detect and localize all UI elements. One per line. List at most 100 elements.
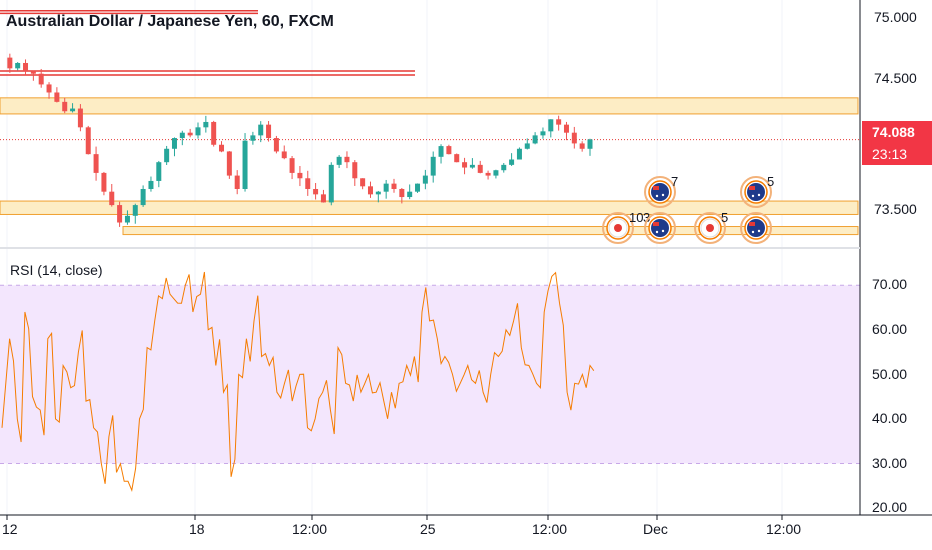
candle-body bbox=[532, 135, 538, 144]
candle-body bbox=[540, 131, 546, 136]
candle-body bbox=[70, 108, 76, 112]
price-zone bbox=[0, 200, 859, 215]
candle-body bbox=[203, 121, 209, 128]
australia-flag-star bbox=[655, 194, 659, 198]
candle-body bbox=[297, 172, 303, 179]
australia-flag-bg bbox=[651, 183, 669, 201]
candle-body bbox=[7, 57, 13, 69]
candle-body bbox=[250, 135, 256, 141]
candle-body bbox=[62, 101, 68, 112]
event-marker[interactable] bbox=[644, 212, 676, 244]
candle-body bbox=[430, 156, 436, 176]
candle-body bbox=[258, 124, 264, 136]
time-tick: 12:00 bbox=[766, 521, 802, 537]
time-tick: 25 bbox=[420, 521, 436, 537]
australia-flag-icon bbox=[651, 183, 669, 201]
australia-flag-icon bbox=[747, 183, 765, 201]
australia-flag-star bbox=[751, 230, 755, 234]
candle-body bbox=[360, 178, 366, 187]
chart-title: Australian Dollar / Japanese Yen, 60, FX… bbox=[6, 13, 334, 30]
candle-body bbox=[344, 156, 350, 163]
price-zone bbox=[122, 226, 859, 236]
candle-body bbox=[30, 71, 36, 74]
rsi-tick: 40.00 bbox=[872, 410, 908, 426]
australia-flag-star bbox=[751, 194, 755, 198]
rsi-indicator-label[interactable]: RSI (14, close) bbox=[10, 262, 103, 278]
candle-body bbox=[556, 119, 562, 125]
australia-flag-union bbox=[653, 186, 659, 190]
candle-body bbox=[399, 188, 405, 198]
candle-body bbox=[164, 148, 170, 163]
countdown-badge: 23:13 bbox=[862, 143, 932, 165]
candle-body bbox=[375, 191, 381, 195]
australia-flag-star bbox=[661, 229, 665, 233]
event-ring bbox=[644, 212, 676, 244]
candle-body bbox=[462, 162, 468, 168]
candle-body bbox=[211, 121, 217, 145]
candle-body bbox=[266, 124, 272, 139]
candle-body bbox=[54, 92, 60, 102]
candle-body bbox=[226, 151, 232, 176]
candle-body bbox=[38, 73, 44, 85]
price-tick: 74.500 bbox=[874, 70, 917, 86]
event-marker[interactable]: 5 bbox=[740, 174, 774, 208]
candle-body bbox=[352, 162, 358, 179]
event-marker[interactable]: 7 bbox=[644, 174, 678, 208]
candle-body bbox=[493, 170, 499, 176]
candle-body bbox=[305, 178, 311, 189]
rsi-series[interactable] bbox=[0, 271, 860, 492]
event-ring bbox=[694, 212, 726, 244]
time-tick: 12:00 bbox=[292, 521, 328, 537]
event-ring bbox=[740, 212, 772, 244]
candle-body bbox=[148, 180, 154, 189]
event-marker[interactable]: 5 bbox=[694, 210, 728, 244]
japan-flag-icon bbox=[700, 218, 720, 238]
candle-body bbox=[187, 132, 193, 136]
candle-body bbox=[571, 132, 577, 144]
rsi-tick: 30.00 bbox=[872, 455, 908, 471]
candle-body bbox=[77, 108, 83, 128]
candle-body bbox=[171, 138, 177, 149]
candlestick-series[interactable] bbox=[7, 53, 593, 227]
candle-body bbox=[469, 164, 475, 168]
rsi-tick: 70.00 bbox=[872, 276, 908, 292]
last-price-badge: 74.088 bbox=[862, 121, 932, 143]
event-count: 7 bbox=[671, 174, 678, 189]
pane-frame bbox=[0, 0, 932, 520]
australia-flag-bg bbox=[747, 219, 765, 237]
horizontal-levels bbox=[0, 9, 860, 141]
candle-body bbox=[195, 127, 201, 136]
candle-body bbox=[242, 140, 248, 189]
candle-body bbox=[85, 127, 91, 155]
candle-body bbox=[273, 138, 279, 152]
candle-body bbox=[383, 183, 389, 192]
candle-body bbox=[320, 194, 326, 203]
event-marker[interactable] bbox=[740, 212, 772, 244]
rsi-tick: 60.00 bbox=[872, 321, 908, 337]
candle-body bbox=[179, 132, 185, 139]
candle-body bbox=[46, 84, 52, 93]
japan-flag-icon bbox=[608, 218, 628, 238]
time-tick: 18 bbox=[189, 521, 205, 537]
event-ring bbox=[740, 176, 772, 208]
event-ring bbox=[602, 212, 634, 244]
japan-flag-sun bbox=[614, 224, 622, 232]
candle-body bbox=[23, 62, 29, 72]
rsi-line bbox=[1, 271, 595, 492]
australia-flag-union bbox=[749, 222, 755, 226]
price-zone bbox=[0, 97, 859, 115]
event-count: 5 bbox=[721, 210, 728, 225]
event-marker[interactable]: 10 3 bbox=[602, 210, 650, 244]
candle-body bbox=[156, 162, 162, 181]
japan-flag-sun bbox=[706, 224, 714, 232]
candle-body bbox=[109, 191, 115, 206]
candle-body bbox=[587, 139, 593, 149]
candle-body bbox=[477, 164, 483, 173]
australia-flag-star bbox=[757, 193, 761, 197]
australia-flag-star bbox=[661, 193, 665, 197]
candle-body bbox=[454, 154, 460, 163]
economic-events[interactable]: 10 3 7 5 5 bbox=[602, 174, 774, 244]
event-count: 10 bbox=[629, 210, 643, 225]
candle-body bbox=[501, 164, 507, 171]
